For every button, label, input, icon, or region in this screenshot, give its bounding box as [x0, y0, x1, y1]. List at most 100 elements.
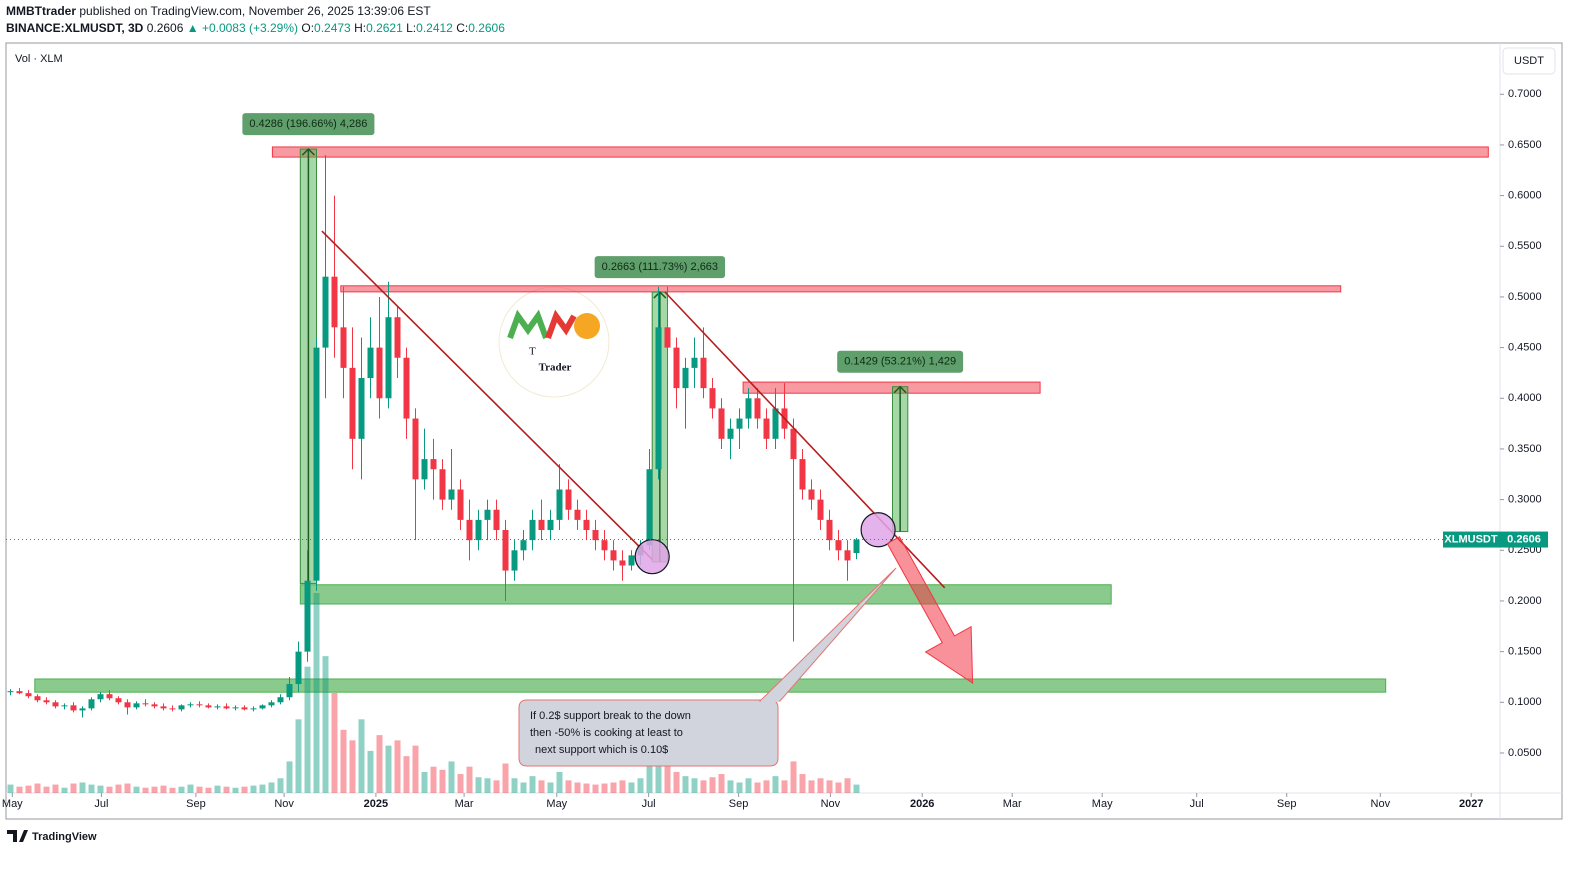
x-tick-label: Sep	[729, 798, 749, 810]
volume-bar	[43, 786, 50, 793]
candle-body	[115, 698, 122, 703]
measure-label-box	[837, 350, 964, 373]
candle-body	[529, 519, 536, 541]
ticker-tag	[1443, 531, 1500, 548]
candle-body	[745, 398, 752, 419]
candle-body	[556, 489, 563, 520]
candle-body	[628, 555, 635, 566]
candle-body	[268, 702, 275, 706]
volume-bar	[817, 778, 824, 793]
volume-bar	[232, 787, 239, 793]
volume-bar	[754, 782, 761, 793]
header-line: MMBTtrader published on TradingView.com,…	[6, 4, 431, 18]
candle-body	[655, 327, 662, 470]
candle-body	[754, 398, 761, 419]
volume-bar	[133, 786, 140, 793]
volume-bar	[286, 761, 293, 793]
volume-bar	[214, 785, 221, 793]
high-value: 0.2621	[366, 21, 403, 35]
volume-bar	[835, 782, 842, 793]
volume-bar	[16, 786, 23, 793]
candle-body	[214, 706, 221, 708]
volume-bar	[124, 783, 131, 793]
candle-body	[250, 708, 257, 710]
candle-body	[223, 706, 230, 709]
candle-body	[601, 540, 608, 551]
volume-bar	[844, 778, 851, 793]
x-tick-label: Sep	[186, 798, 206, 810]
candle-body	[808, 489, 815, 500]
x-tick-label: Jul	[642, 798, 656, 810]
brand: TradingView	[7, 830, 97, 843]
candle-body	[70, 705, 77, 711]
candle-body	[502, 530, 509, 571]
candle-body	[241, 707, 248, 710]
candle-body	[412, 418, 419, 480]
x-tick-label: Sep	[1277, 798, 1297, 810]
volume-bar	[511, 778, 518, 793]
ohlc-label: L:	[406, 21, 416, 35]
candle-body	[538, 519, 545, 531]
candle-body	[367, 347, 374, 379]
x-tick-label: Nov	[274, 798, 294, 810]
volume-bar	[646, 750, 653, 793]
zones	[34, 146, 1489, 693]
x-tick-label: May	[1092, 798, 1113, 810]
volume-bar	[61, 787, 68, 793]
note-line: If 0.2$ support break to the down	[530, 710, 691, 722]
currency-button[interactable]	[1502, 47, 1556, 75]
volume-bar	[781, 780, 788, 793]
marker-circle	[860, 512, 896, 548]
y-tick-label: 0.3500	[1508, 443, 1542, 455]
zone	[34, 678, 1387, 693]
volume-bar	[826, 780, 833, 793]
candle-body	[592, 530, 599, 541]
brand-icon	[7, 830, 28, 842]
candle-body	[106, 694, 113, 699]
volume-bar	[574, 782, 581, 793]
y-tick-label: 0.4000	[1508, 392, 1542, 404]
volume-bar	[763, 780, 770, 793]
close-value: 0.2606	[468, 21, 505, 35]
candle-body	[448, 489, 455, 500]
candle-body	[709, 388, 716, 409]
volume-bar	[583, 783, 590, 793]
x-tick-label: May	[2, 798, 23, 810]
candle-body	[205, 705, 212, 708]
volume-bar	[619, 780, 626, 793]
volume-bar	[637, 778, 644, 793]
volume-bar	[79, 782, 86, 793]
candle-body	[61, 705, 68, 707]
open-value: 0.2473	[314, 21, 351, 35]
currency[interactable]: USDT	[1514, 55, 1544, 67]
ohlc-label: O:	[301, 21, 314, 35]
candle-body	[844, 550, 851, 561]
volume-bar	[493, 780, 500, 793]
measure-head	[653, 291, 667, 299]
candle-body	[124, 702, 131, 708]
volume-label: Vol · XLM	[15, 53, 63, 65]
measure-label-box	[242, 113, 375, 136]
x-tick-label: Nov	[1371, 798, 1391, 810]
candle-body	[826, 519, 833, 541]
y-tick-label: 0.5500	[1508, 240, 1542, 252]
volume-bar	[169, 787, 176, 793]
volume-bar	[412, 745, 419, 793]
volume-bar	[565, 780, 572, 793]
x-tick-label: 2027	[1459, 798, 1483, 810]
ohlc-label: H:	[354, 21, 366, 35]
candle-body	[277, 697, 284, 703]
candle-body	[790, 428, 797, 460]
candle-body	[232, 707, 239, 709]
x-tick-label: Mar	[455, 798, 474, 810]
candle-body	[835, 540, 842, 551]
forecast-arrow	[886, 536, 974, 684]
logo-mark	[507, 309, 549, 340]
ohlc-label: C:	[456, 21, 468, 35]
volume-bar	[358, 719, 365, 793]
note-box	[518, 699, 779, 767]
candle-body	[7, 691, 14, 693]
candle-body	[520, 540, 527, 551]
volume-bar	[223, 786, 230, 793]
